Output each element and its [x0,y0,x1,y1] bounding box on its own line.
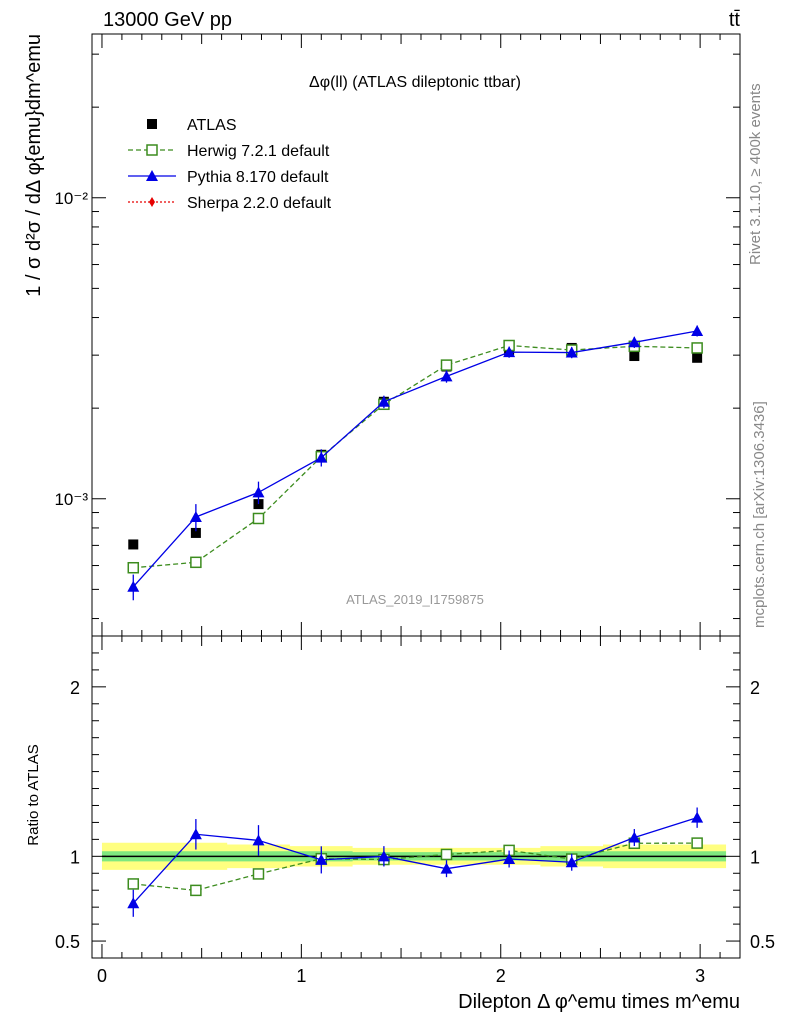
rivet-label: Rivet 3.1.10, ≥ 400k events [747,83,764,265]
ratio-y-tick-label-right: 0.5 [750,932,775,952]
ratio-point-pythia [315,853,328,865]
data-point-herwig [440,359,453,371]
series-line-pythia [132,330,698,588]
data-point-atlas [128,539,139,550]
ratio-point-pythia [377,850,390,862]
ratio-frame [91,635,741,959]
ratio-y-tick-label: 1 [70,847,80,867]
legend-label-atlas: ATLAS [187,117,237,134]
ratio-line-pythia [132,817,698,904]
legend-label-pythia: Pythia 8.170 default [187,169,329,186]
data-point-atlas [190,527,201,538]
x-tick-label: 0 [97,966,107,986]
data-point-herwig [691,342,703,354]
ratio-point-pythia [440,862,453,874]
ratio-y-tick-label-right: 1 [750,847,760,867]
ratio-point-pythia [565,856,578,868]
legend-label-sherpa: Sherpa 2.2.0 default [187,195,332,212]
ratio-point-pythia [628,831,641,843]
data-point-pythia [691,324,704,336]
x-tick-label: 3 [695,966,705,986]
data-point-herwig [190,556,202,569]
mcplots-label: mcplots.cern.ch [arXiv:1306.3436] [751,401,768,628]
ratio-point-pythia [252,834,265,846]
collision-label: 13000 GeV pp [103,9,232,31]
ratio-point-pythia [189,828,202,840]
data-point-pythia [628,336,641,348]
legend-label-herwig: Herwig 7.2.1 default [187,143,330,160]
ratio-axis-ticks: 0 1 2 3 0.5 0.5 1 1 2 2 [55,636,775,986]
data-point-herwig [127,561,140,574]
main-y-tick-label: 10⁻² [54,189,88,208]
main-chart-marks [127,324,704,601]
x-tick-label: 2 [496,966,506,986]
legend-marker-atlas [147,119,157,129]
x-axis-label: Dilepton Δ φ^emu times m^emu [458,991,740,1013]
legend-marker-sherpa [149,197,155,207]
data-point-atlas [629,351,640,362]
ratio-chart-marks [127,807,704,917]
legend-marker-pythia [146,170,158,181]
legend-marker-herwig [146,144,158,156]
ratio-point-pythia [503,853,516,865]
main-panel: Δφ(ll) (ATLAS dileptonic ttbar) ATLAS_20… [23,33,741,637]
data-point-pythia [315,451,328,463]
data-point-pythia [377,395,390,407]
process-label: tt̄ [729,9,741,31]
legend-marks [128,119,176,207]
main-title: Δφ(ll) (ATLAS dileptonic ttbar) [309,74,521,91]
data-point-pythia [127,580,140,592]
main-y-tick-label: 10⁻³ [54,490,88,509]
ratio-point-herwig [190,884,202,897]
data-point-pythia [503,346,516,358]
data-point-pythia [565,346,578,358]
data-point-atlas [692,352,703,363]
ratio-point-pythia [127,897,140,909]
ratio-point-herwig [252,868,265,880]
ratio-point-herwig [691,837,703,849]
main-axis-ticks: 10⁻³ 10⁻² [54,34,741,636]
legend: ATLAS Herwig 7.2.1 default Pythia 8.170 … [128,117,332,212]
series-line-herwig [133,344,698,569]
watermark: ATLAS_2019_I1759875 [346,592,484,607]
data-point-pythia [189,510,202,522]
ratio-point-herwig [127,878,140,890]
ratio-panel: Ratio to ATLAS Dilepton Δ φ^emu times m^… [25,635,775,1013]
ratio-point-pythia [691,811,704,823]
ratio-point-herwig [440,848,453,861]
ratio-y-axis-label: Ratio to ATLAS [25,744,42,845]
ratio-line-herwig [133,842,698,892]
data-point-pythia [440,370,453,382]
main-y-axis-label: 1 / σ d²σ / dΔ φ{emu}dm^emu [23,34,45,297]
ratio-y-tick-label-right: 2 [750,678,760,698]
data-point-pythia [252,486,265,498]
x-tick-label: 1 [296,966,306,986]
ratio-y-tick-label: 0.5 [55,932,80,952]
data-point-herwig [252,512,265,525]
ratio-y-tick-label: 2 [70,678,80,698]
